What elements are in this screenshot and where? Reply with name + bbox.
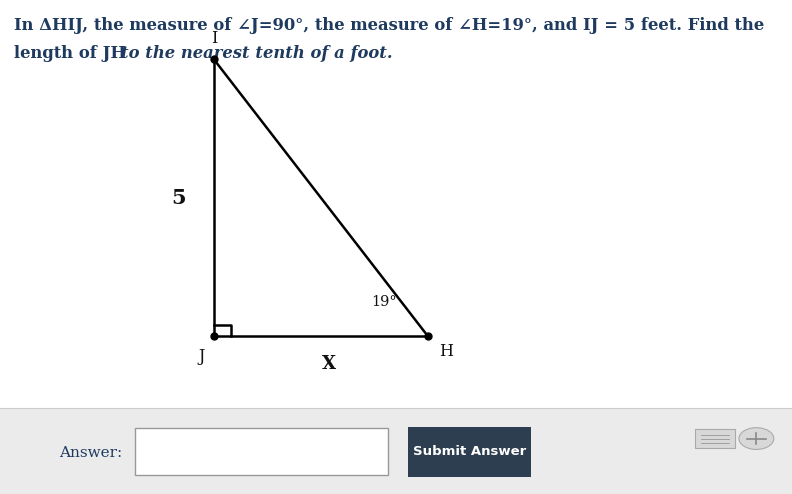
Text: to the nearest tenth of a foot.: to the nearest tenth of a foot. <box>121 45 393 62</box>
FancyBboxPatch shape <box>135 428 388 475</box>
Text: J: J <box>199 348 205 365</box>
Text: 5: 5 <box>172 188 186 207</box>
FancyBboxPatch shape <box>695 429 735 448</box>
Circle shape <box>739 428 774 450</box>
Text: 19°: 19° <box>371 295 397 309</box>
Text: I: I <box>211 30 217 47</box>
Text: Submit Answer: Submit Answer <box>413 445 526 458</box>
Text: In ΔHIJ, the measure of ∠J=90°, the measure of ∠H=19°, and IJ = 5 feet. Find the: In ΔHIJ, the measure of ∠J=90°, the meas… <box>14 17 764 34</box>
Text: H: H <box>440 343 454 360</box>
Text: Answer:: Answer: <box>59 446 123 459</box>
Text: X: X <box>322 355 336 372</box>
Text: length of JH: length of JH <box>14 45 132 62</box>
Bar <box>0 408 792 494</box>
FancyBboxPatch shape <box>408 427 531 477</box>
